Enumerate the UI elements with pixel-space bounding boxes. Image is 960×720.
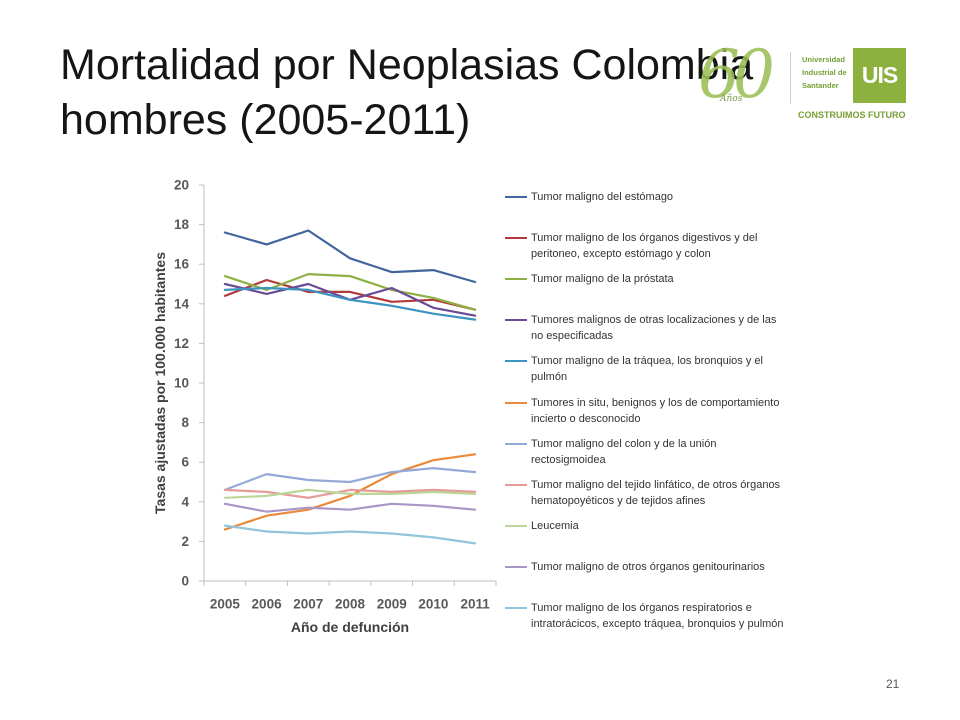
legend-label: Tumor maligno del estómago bbox=[531, 191, 674, 203]
university-slogan: CONSTRUIMOS FUTURO bbox=[798, 110, 906, 120]
y-tick-label: 2 bbox=[181, 534, 189, 549]
university-name-line: Universidad bbox=[802, 55, 845, 64]
series-line-5 bbox=[223, 286, 477, 321]
university-name: Universidad Industrial de Santander bbox=[802, 53, 847, 92]
slide-title: Mortalidad por Neoplasias Colombia hombr… bbox=[60, 38, 753, 148]
legend-item: Tumor maligno de la tráquea, los bronqui… bbox=[503, 353, 786, 385]
x-tick-label: 2009 bbox=[377, 597, 407, 612]
legend-label: Tumor maligno del tejido linfático, de o… bbox=[531, 478, 781, 507]
legend-swatch bbox=[505, 607, 527, 609]
y-tick-label: 8 bbox=[181, 415, 189, 430]
legend-label: Tumor maligno de la próstata bbox=[531, 273, 674, 286]
series-line-10 bbox=[223, 502, 477, 513]
legend-item: Tumores in situ, benignos y los de compo… bbox=[503, 395, 786, 427]
legend-item: Tumor maligno de la próstata bbox=[503, 271, 786, 303]
slide-title-line: hombres (2005-2011) bbox=[60, 96, 471, 144]
university-logo: 60 Años Universidad Industrial de Santan… bbox=[690, 40, 915, 125]
legend-label: Tumor maligno de los órganos respiratori… bbox=[531, 602, 784, 630]
legend-label: Tumor maligno del colon y de la unión re… bbox=[531, 437, 717, 466]
legend-label: Tumor maligno de los órganos digestivos … bbox=[531, 232, 758, 261]
y-tick-label: 4 bbox=[181, 494, 189, 509]
y-tick-label: 18 bbox=[174, 217, 190, 232]
legend-label: Tumores in situ, benignos y los de compo… bbox=[531, 396, 780, 425]
series-line-6 bbox=[223, 453, 477, 531]
series-line-1 bbox=[223, 229, 477, 284]
uis-emblem: UIS bbox=[853, 48, 906, 103]
y-tick-label: 16 bbox=[174, 257, 190, 272]
page-number: 21 bbox=[886, 677, 900, 691]
x-tick-label: 2010 bbox=[418, 597, 448, 612]
legend-item: Tumor maligno del tejido linfático, de o… bbox=[503, 477, 786, 509]
legend-swatch bbox=[505, 401, 527, 404]
university-name-line: Santander bbox=[802, 81, 839, 90]
y-axis-title: Tasas ajustadas por 100.000 habitantes bbox=[152, 252, 168, 514]
slide-title-line: Mortalidad por Neoplasias Colombia bbox=[60, 41, 754, 89]
anniversary-label: Años bbox=[720, 94, 743, 104]
legend-swatch bbox=[505, 319, 527, 322]
legend-item: Tumor maligno de los órganos digestivos … bbox=[503, 230, 786, 262]
y-tick-label: 0 bbox=[181, 574, 189, 589]
legend-swatch bbox=[505, 196, 527, 198]
legend-swatch bbox=[505, 483, 527, 486]
line-chart: 0 2 4 6 8 10 12 14 16 18 20 2005 2006 2007 2008 2009 201… bbox=[152, 178, 497, 635]
y-tick-label: 12 bbox=[174, 336, 189, 351]
x-tick-label: 2007 bbox=[293, 597, 323, 612]
legend-swatch bbox=[505, 237, 527, 240]
y-tick-label: 6 bbox=[181, 455, 189, 470]
series-line-8 bbox=[223, 488, 477, 499]
y-tick-label: 10 bbox=[174, 376, 189, 391]
x-tick-label: 2008 bbox=[335, 597, 366, 612]
legend-item: Tumor maligno de otros órganos genitouri… bbox=[503, 559, 786, 591]
legend-item: Tumores malignos de otras localizaciones… bbox=[503, 312, 786, 344]
series-line-2 bbox=[223, 278, 477, 311]
series-line-7 bbox=[223, 467, 477, 491]
logo-divider bbox=[790, 52, 791, 104]
university-name-line: Industrial de bbox=[802, 68, 847, 77]
x-tick-label: 2011 bbox=[460, 597, 490, 612]
legend-item: Leucemia bbox=[503, 518, 786, 550]
series-line-11 bbox=[223, 524, 477, 545]
chart-axes: 0 2 4 6 8 10 12 14 16 18 20 2005 2006 2007 2008 2009 201… bbox=[174, 178, 497, 612]
legend-swatch bbox=[505, 565, 527, 568]
legend-swatch bbox=[505, 278, 527, 281]
legend-item: Tumor maligno de los órganos respiratori… bbox=[503, 600, 786, 632]
legend-swatch bbox=[505, 524, 527, 527]
x-tick-label: 2005 bbox=[210, 597, 241, 612]
legend-item: Tumor maligno del colon y de la unión re… bbox=[503, 436, 786, 468]
legend-label: Tumor maligno de la tráquea, los bronqui… bbox=[531, 355, 763, 384]
legend-label: Leucemia bbox=[531, 519, 579, 532]
chart-series bbox=[223, 229, 477, 545]
y-tick-label: 20 bbox=[174, 178, 189, 193]
legend-label: Tumor maligno de otros órganos genitouri… bbox=[531, 560, 765, 573]
anniversary-number: 60 bbox=[698, 36, 775, 113]
series-line-3 bbox=[223, 273, 477, 311]
legend-item: Tumor maligno del estómago bbox=[503, 189, 786, 221]
legend-swatch bbox=[505, 442, 527, 445]
uis-emblem-text: UIS bbox=[861, 62, 898, 88]
x-tick-label: 2006 bbox=[252, 597, 283, 612]
x-axis-title: Año de defunción bbox=[291, 619, 409, 635]
legend-label: Tumores malignos de otras localizaciones… bbox=[531, 314, 777, 343]
y-tick-label: 14 bbox=[174, 296, 190, 311]
series-line-9 bbox=[223, 488, 477, 499]
legend-swatch bbox=[505, 360, 527, 363]
